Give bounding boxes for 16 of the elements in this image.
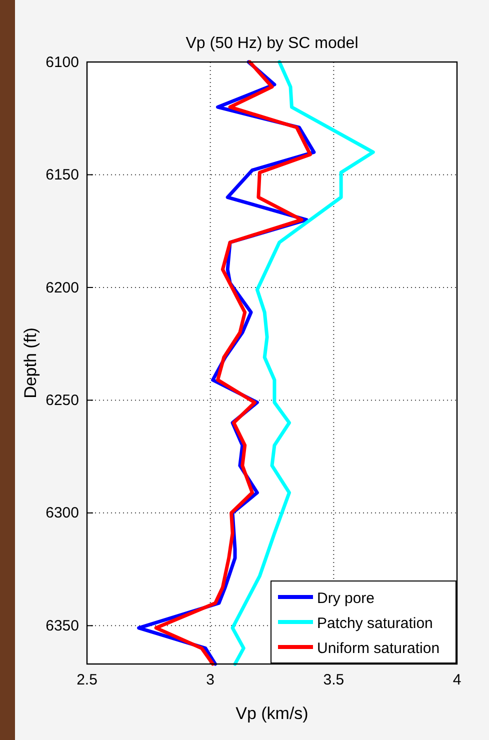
y-axis-title: Depth (ft)	[21, 328, 40, 398]
y-tick-label: 6200	[46, 279, 79, 296]
legend-label: Dry pore	[317, 590, 375, 607]
x-axis-title: Vp (km/s)	[236, 704, 308, 723]
x-tick-label: 4	[452, 672, 462, 689]
legend-label: Uniform saturation	[317, 640, 440, 657]
y-tick-label: 6300	[46, 504, 79, 522]
y-tick-label: 6250	[46, 392, 79, 409]
chart-title: Vp (50 Hz) by SC model	[186, 35, 358, 52]
y-tick-label: 6150	[46, 166, 79, 184]
y-tick-label: 6350	[46, 617, 79, 634]
x-tick-label: 3.5	[323, 672, 344, 689]
legend-label: Patchy saturation	[317, 615, 433, 632]
y-tick-label: 6100	[46, 54, 79, 71]
x-tick-label: 2.5	[76, 672, 98, 689]
x-tick-label: 3	[206, 672, 215, 689]
